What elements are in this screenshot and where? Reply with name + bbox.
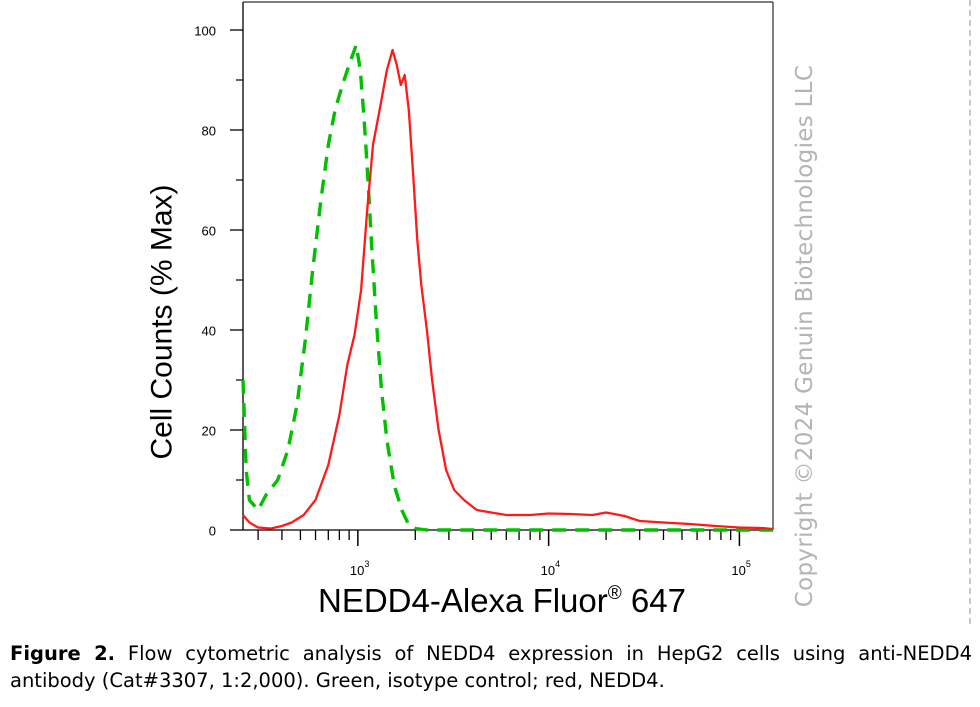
x-ticks: 103 104 105 xyxy=(258,530,751,578)
series-layer xyxy=(243,45,773,530)
x-axis-label-sup: ® xyxy=(608,583,622,604)
plot-frame xyxy=(243,2,773,530)
y-axis-label: Cell Counts (% Max) xyxy=(146,184,179,459)
x-tick-label: 104 xyxy=(541,559,560,578)
y-tick-label: 0 xyxy=(209,524,216,539)
caption-text: Flow cytometric analysis of NEDD4 expres… xyxy=(10,642,972,692)
series-line-2 xyxy=(243,50,773,529)
chart: 0 20 40 60 80 100 103 104 105 Cell Counts (% Ma… xyxy=(0,0,980,640)
figure-caption: Figure 2. Flow cytometric analysis of NE… xyxy=(10,640,972,694)
x-axis-label-suffix: 647 xyxy=(622,582,686,619)
figure-label: Figure 2. xyxy=(10,642,115,665)
y-tick-label: 80 xyxy=(202,124,216,139)
y-tick-label: 60 xyxy=(202,224,216,239)
x-tick-label: 105 xyxy=(731,559,750,578)
y-tick-label: 20 xyxy=(202,424,216,439)
series-line-1 xyxy=(243,45,773,530)
x-axis-label: NEDD4-Alexa Fluor® 647 xyxy=(318,582,686,619)
y-tick-label: 100 xyxy=(194,24,216,39)
copyright-watermark: Copyright ©2024 Genuin Biotechnologies L… xyxy=(792,65,818,607)
y-tick-label: 40 xyxy=(202,324,216,339)
right-dashed-border xyxy=(969,0,971,624)
x-tick-label: 103 xyxy=(350,559,369,578)
y-ticks: 0 20 40 60 80 100 xyxy=(194,24,243,539)
x-axis-label-main: NEDD4-Alexa Fluor xyxy=(318,582,608,619)
